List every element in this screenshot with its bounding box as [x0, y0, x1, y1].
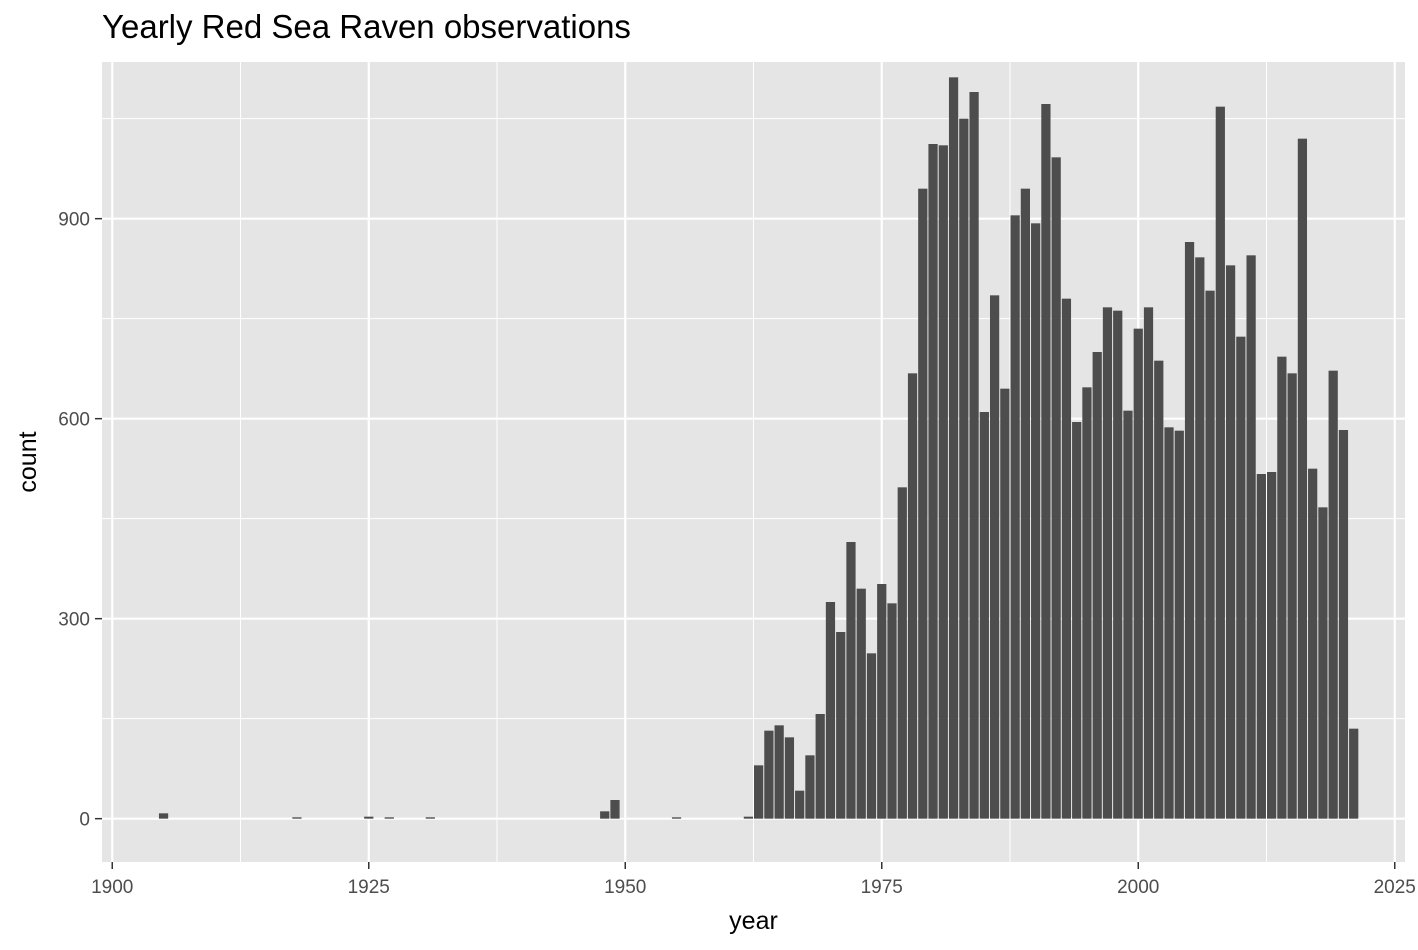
bar-1994: [1072, 422, 1082, 819]
bar-2001: [1143, 307, 1154, 819]
bar-1986: [989, 295, 1000, 819]
bar-1976: [887, 603, 897, 819]
bar-1989: [1020, 188, 1031, 819]
bar-2018: [1318, 507, 1328, 819]
bar-2011: [1246, 255, 1256, 819]
bar-1985: [979, 412, 989, 819]
bar-1978: [907, 373, 918, 819]
bar-1949: [610, 800, 620, 819]
bar-2002: [1154, 360, 1164, 819]
bar-1988: [1010, 215, 1020, 819]
bar-2008: [1215, 106, 1225, 819]
y-tick-label: 900: [58, 210, 90, 231]
bar-1963: [754, 765, 764, 819]
bar-1980: [928, 144, 938, 819]
bar-2003: [1164, 427, 1174, 819]
bar-2005: [1184, 242, 1195, 819]
x-tick-label: 2000: [1117, 877, 1159, 898]
bar-1974: [866, 653, 877, 819]
bar-1948: [600, 811, 610, 819]
bar-1998: [1113, 310, 1123, 819]
bar-1971: [836, 632, 846, 819]
x-tick-label: 1950: [604, 877, 646, 898]
bar-1979: [918, 188, 928, 819]
x-axis-title: year: [729, 907, 778, 935]
bar-1965: [774, 725, 784, 819]
bar-1992: [1051, 157, 1061, 819]
chart-title: Yearly Red Sea Raven observations: [102, 8, 631, 45]
bar-2010: [1236, 336, 1246, 819]
bar-2006: [1195, 257, 1205, 819]
bar-1955: [671, 817, 682, 819]
x-axis: 1900 1925 1950 1975 2000 2025: [91, 862, 1416, 898]
bar-1975: [877, 584, 887, 819]
y-tick-label: 300: [58, 610, 90, 631]
bar-1918: [292, 817, 302, 819]
bar-1981: [938, 145, 948, 819]
bar-2016: [1297, 138, 1308, 819]
bars: [158, 77, 1359, 819]
bar-2013: [1267, 472, 1277, 819]
bar-2017: [1308, 468, 1318, 819]
x-tick-label: 2025: [1374, 877, 1416, 898]
bar-2014: [1277, 356, 1287, 819]
bar-1995: [1082, 387, 1092, 819]
bar-1983: [959, 118, 969, 819]
bar-1905: [158, 813, 169, 819]
bar-2021: [1349, 728, 1359, 819]
bar-1962: [743, 816, 753, 819]
bar-1993: [1061, 298, 1072, 819]
bar-2012: [1256, 474, 1266, 819]
bar-1997: [1102, 307, 1113, 819]
y-tick-label: 0: [79, 810, 90, 831]
bar-1973: [856, 588, 866, 819]
bar-2020: [1338, 430, 1349, 819]
bar-2015: [1287, 373, 1297, 819]
bar-1972: [846, 542, 856, 819]
x-tick-label: 1975: [861, 877, 903, 898]
bar-1977: [897, 487, 907, 819]
bar-1968: [805, 755, 815, 819]
bar-1990: [1031, 223, 1041, 819]
bar-1991: [1041, 104, 1051, 819]
x-tick-label: 1925: [348, 877, 390, 898]
y-tick-label: 600: [58, 410, 90, 431]
bar-1987: [1000, 388, 1010, 819]
bar-1927: [384, 817, 394, 819]
bar-1970: [825, 602, 836, 819]
bar-1999: [1123, 410, 1133, 819]
y-axis: 0 300 600 900: [58, 210, 102, 831]
bar-2007: [1205, 290, 1215, 819]
bar-1982: [948, 77, 959, 819]
bar-1931: [425, 817, 435, 819]
bar-1925: [364, 816, 374, 819]
bar-1996: [1092, 352, 1102, 819]
bar-2004: [1174, 430, 1184, 819]
bar-1969: [815, 714, 825, 819]
bar-1966: [784, 737, 795, 819]
bar-2009: [1225, 265, 1236, 819]
bar-1984: [969, 92, 979, 819]
bar-2000: [1133, 328, 1143, 819]
bar-1964: [764, 730, 774, 819]
bar-2019: [1328, 370, 1338, 819]
x-tick-label: 1900: [91, 877, 133, 898]
y-axis-title: count: [14, 431, 42, 492]
bar-1967: [795, 790, 805, 819]
